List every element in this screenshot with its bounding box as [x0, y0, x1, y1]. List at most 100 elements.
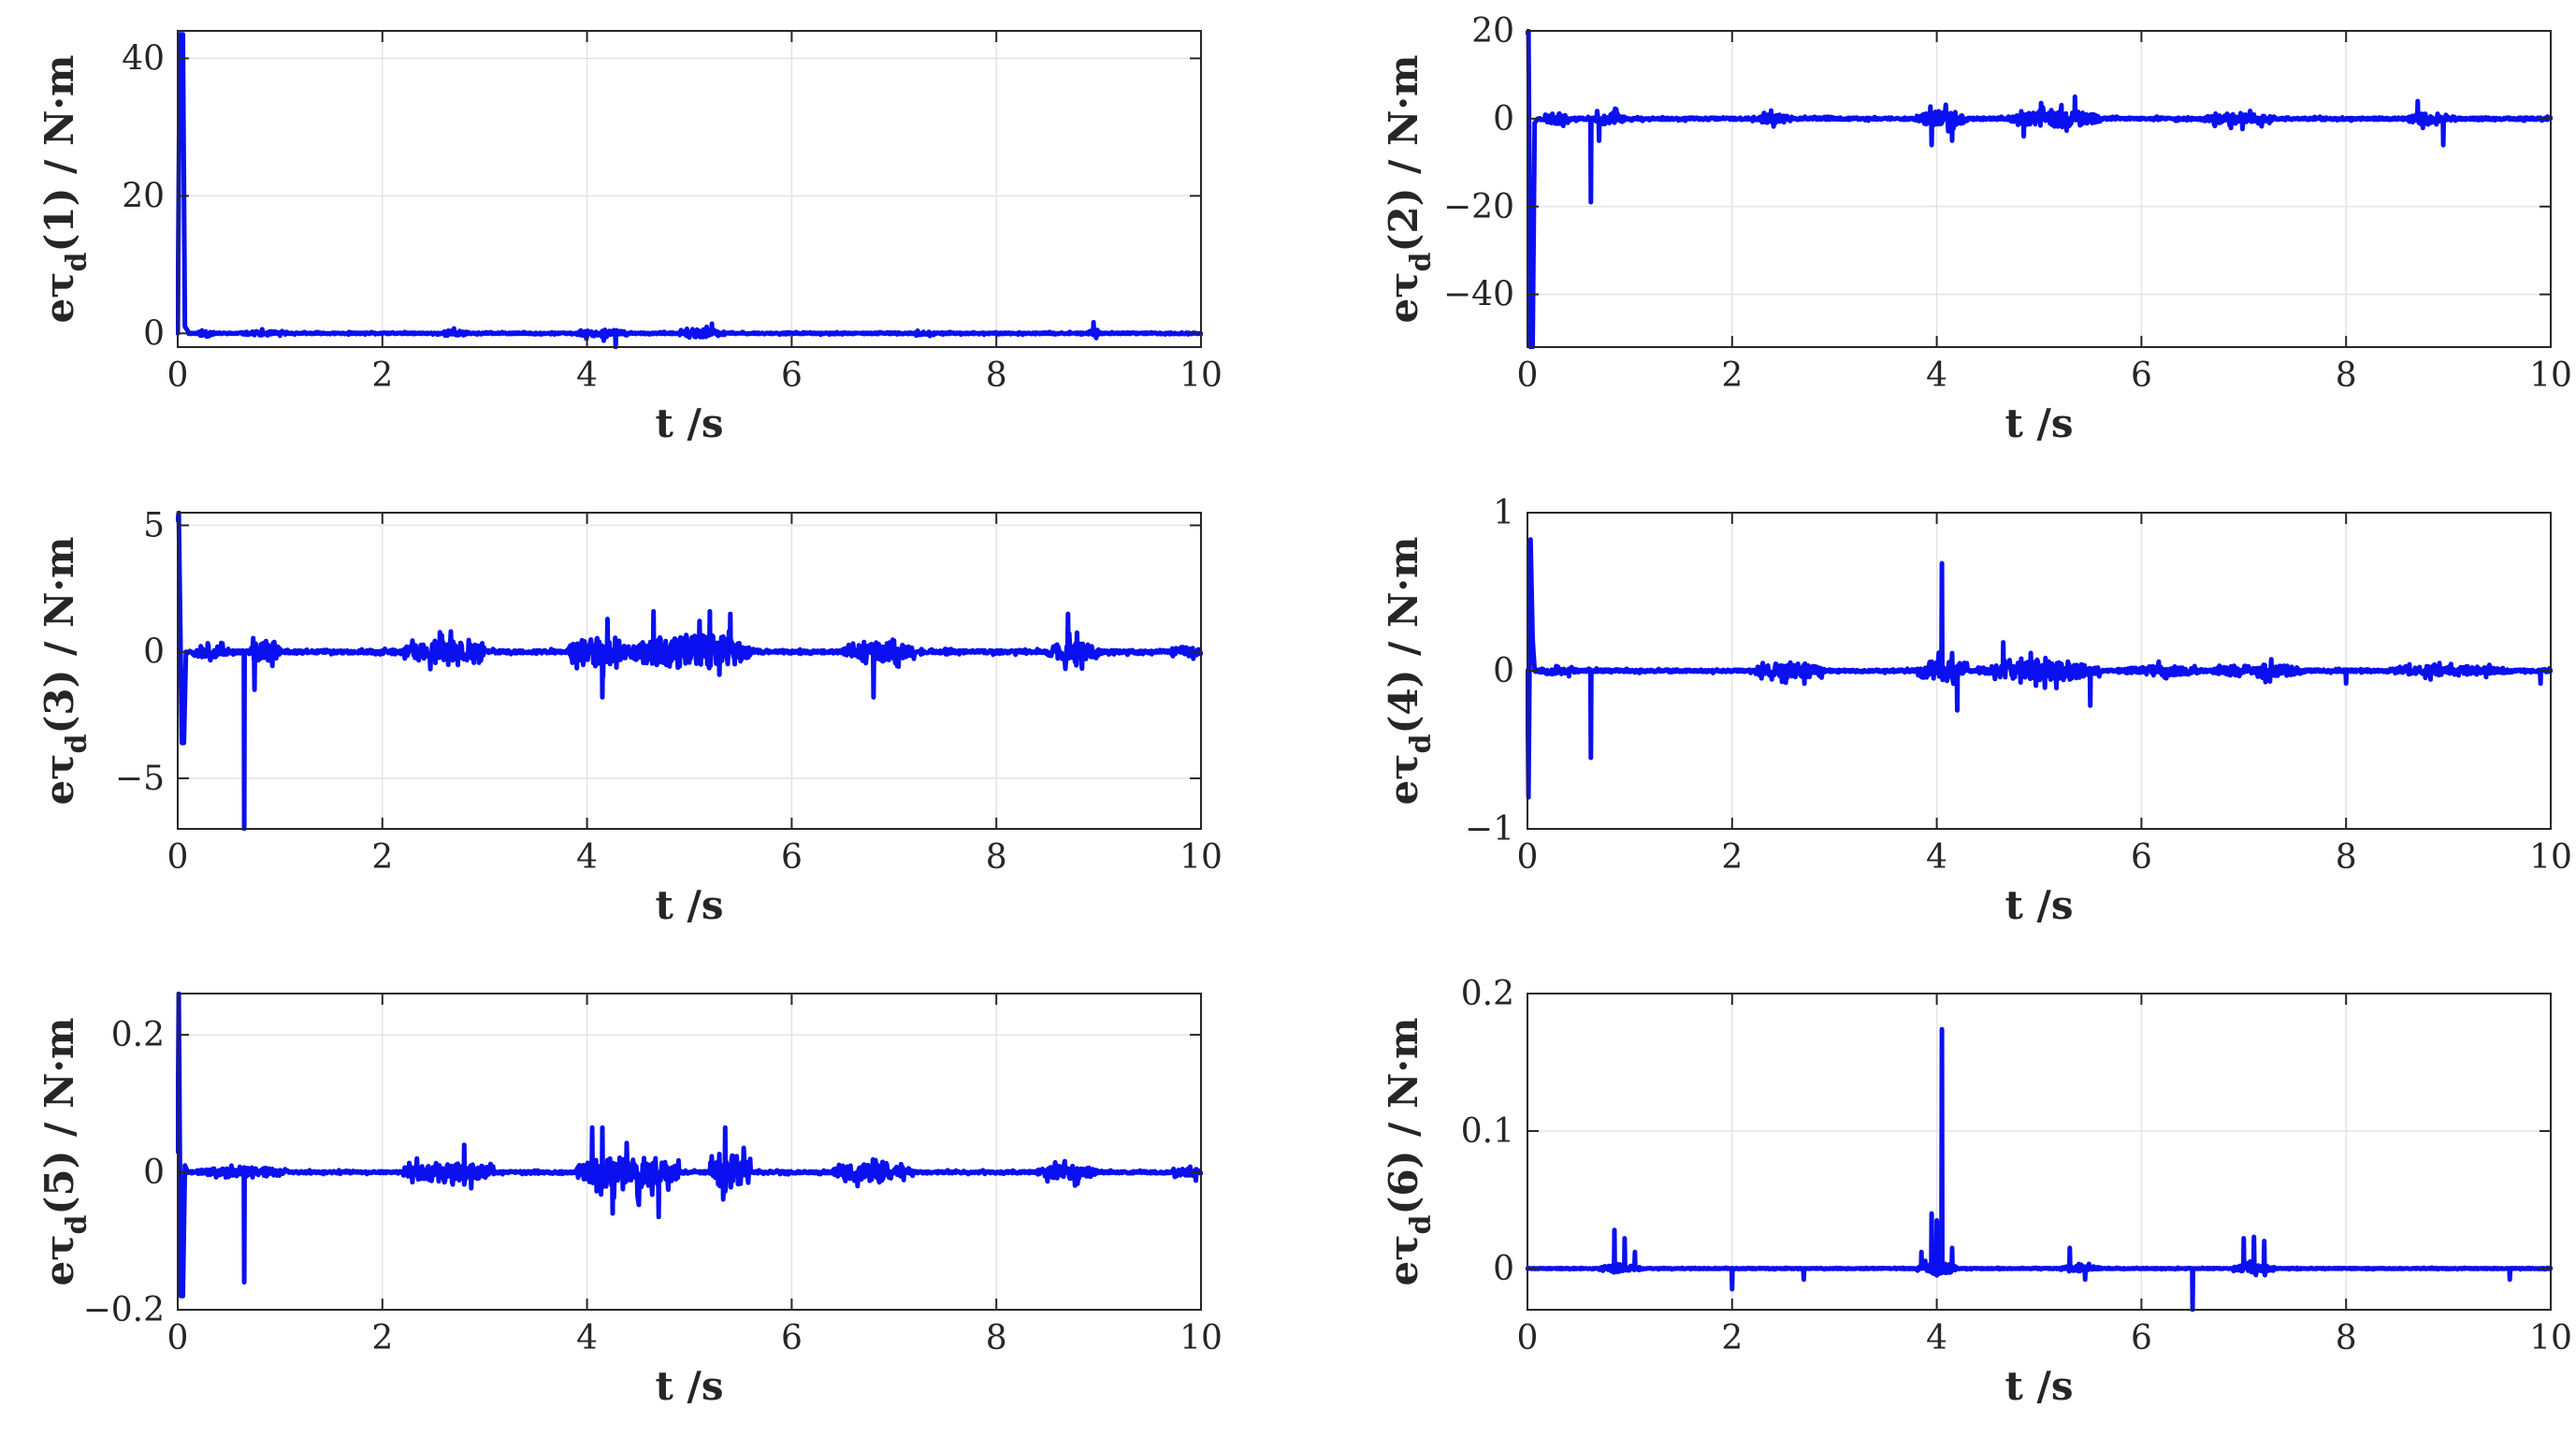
plot-area	[178, 513, 1201, 829]
y-tick-label: 0.1	[1461, 1112, 1514, 1151]
y-tick-label: 0	[1493, 652, 1514, 690]
x-tick-label: 10	[1179, 838, 1223, 877]
y-axis-label: eτd(3) / N·m	[36, 537, 94, 806]
axes-frame	[177, 993, 1202, 1311]
x-tick-label: 2	[371, 838, 393, 877]
plot-area	[178, 31, 1201, 347]
y-tick-label: −40	[1443, 276, 1514, 314]
data-series-line	[1526, 29, 2553, 349]
y-label-rest: (5) / N·m	[36, 1018, 82, 1215]
y-axis-label: eτd(2) / N·m	[1381, 55, 1438, 324]
y-tick-label: 0	[1493, 1250, 1514, 1288]
x-tick-label: 2	[371, 356, 393, 395]
x-tick-label: 8	[2336, 838, 2357, 877]
y-label-rest: (3) / N·m	[36, 537, 82, 734]
x-tick-label: 0	[167, 356, 189, 395]
x-axis-label: t /s	[2004, 1363, 2073, 1409]
x-axis-label: t /s	[655, 1363, 723, 1409]
x-tick-label: 10	[1179, 356, 1223, 395]
y-tick-label: 1	[1493, 494, 1514, 532]
y-tick-label: −0.2	[83, 1291, 165, 1329]
x-tick-label: 8	[2336, 1319, 2357, 1357]
y-label-main: eτ	[1381, 272, 1426, 324]
x-tick-label: 4	[1926, 356, 1947, 395]
x-tick-label: 4	[1926, 838, 1947, 877]
x-tick-label: 2	[1721, 1319, 1743, 1357]
x-tick-label: 8	[986, 1319, 1007, 1357]
x-tick-label: 0	[1517, 356, 1539, 395]
y-label-main: eτ	[36, 272, 82, 324]
y-tick-label: 20	[122, 177, 165, 215]
y-tick-label: −1	[1465, 810, 1514, 849]
y-tick-label: 0.2	[111, 1016, 165, 1054]
x-tick-label: 4	[576, 838, 598, 877]
x-axis-label: t /s	[655, 882, 723, 928]
subplot-3: 0 2 4 6 8 10 −5 0 5 t /s eτd(3) / N·m	[36, 507, 1223, 928]
y-label-main: eτ	[1381, 1235, 1426, 1286]
y-axis-label: eτd(1) / N·m	[36, 55, 94, 324]
y-label-subscript: d	[1405, 1215, 1438, 1235]
y-tick-label: 5	[143, 507, 165, 545]
x-axis-label: t /s	[2004, 400, 2073, 446]
x-tick-label: 6	[2131, 1319, 2152, 1357]
y-label-rest: (1) / N·m	[36, 55, 82, 253]
y-label-rest: (6) / N·m	[1381, 1018, 1426, 1215]
axes-frame	[177, 30, 1202, 348]
x-tick-label: 0	[1517, 1319, 1539, 1357]
x-tick-label: 6	[2131, 838, 2152, 877]
y-label-main: eτ	[1381, 754, 1426, 806]
y-label-subscript: d	[1405, 734, 1438, 754]
x-tick-label: 10	[2529, 356, 2572, 395]
x-tick-label: 6	[781, 1319, 803, 1357]
y-tick-label: −5	[115, 760, 165, 798]
subplot-6: 0 2 4 6 8 10 0 0.1 0.2 t /s eτd(6) / N·m	[1381, 975, 2572, 1409]
x-tick-label: 4	[1926, 1319, 1947, 1357]
plot-area	[1527, 994, 2551, 1310]
x-tick-label: 10	[1179, 1319, 1223, 1357]
x-tick-label: 4	[576, 356, 598, 395]
y-tick-label: 0	[1493, 100, 1514, 138]
x-tick-label: 6	[781, 838, 803, 877]
y-tick-label: 20	[1471, 12, 1514, 51]
data-series-line	[1526, 1026, 2553, 1312]
y-label-subscript: d	[61, 734, 94, 754]
y-label-main: eτ	[36, 1235, 82, 1286]
y-axis-label: eτd(5) / N·m	[36, 1018, 94, 1286]
x-tick-label: 6	[781, 356, 803, 395]
axes-frame	[1527, 30, 2552, 348]
x-tick-label: 2	[1721, 356, 1743, 395]
subplot-2: 0 2 4 6 8 10 −40 −20 0 20 t /s eτd(2) / N·m	[1381, 12, 2572, 446]
y-tick-label: −20	[1443, 188, 1514, 226]
y-label-subscript: d	[61, 1215, 94, 1235]
x-tick-label: 0	[167, 838, 189, 877]
x-tick-label: 0	[167, 1319, 189, 1357]
x-axis-label: t /s	[655, 400, 723, 446]
x-tick-label: 10	[2529, 1319, 2572, 1357]
plot-area	[178, 994, 1201, 1310]
y-tick-label: 0	[143, 633, 165, 672]
x-tick-label: 4	[576, 1319, 598, 1357]
x-tick-label: 6	[2131, 356, 2152, 395]
y-label-rest: (4) / N·m	[1381, 537, 1426, 734]
x-tick-label: 2	[1721, 838, 1743, 877]
y-tick-label: 0	[143, 314, 165, 353]
y-label-rest: (2) / N·m	[1381, 55, 1426, 253]
x-tick-label: 8	[986, 356, 1007, 395]
x-tick-label: 2	[371, 1319, 393, 1357]
x-tick-label: 10	[2529, 838, 2572, 877]
y-tick-label: 40	[122, 39, 165, 78]
data-series-line	[176, 511, 1203, 831]
subplot-1: 0 2 4 6 8 10 0 20 40 t /s eτd(1) / N·m	[36, 30, 1223, 446]
y-tick-label: 0	[143, 1154, 165, 1192]
x-axis-label: t /s	[2004, 882, 2073, 928]
x-tick-label: 8	[2336, 356, 2357, 395]
y-label-subscript: d	[1405, 253, 1438, 272]
y-axis-label: eτd(4) / N·m	[1381, 537, 1438, 806]
data-series-line	[1526, 537, 2553, 800]
axes-frame	[177, 512, 1202, 830]
x-tick-label: 0	[1517, 838, 1539, 877]
data-series-line	[176, 32, 1203, 349]
